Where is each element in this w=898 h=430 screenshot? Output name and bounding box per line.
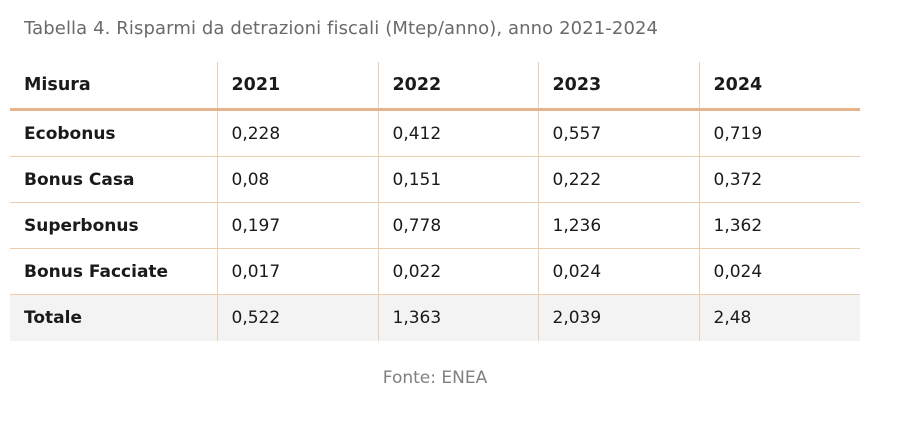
cell-value: 1,362 xyxy=(698,202,860,249)
cell-value: 0,022 xyxy=(377,248,538,295)
cell-value: 0,372 xyxy=(698,156,860,203)
cell-value: 1,236 xyxy=(537,202,699,249)
cell-value: 0,197 xyxy=(216,202,378,249)
total-label: Totale xyxy=(10,294,217,341)
table-row-total: Totale 0,522 1,363 2,039 2,48 xyxy=(10,294,860,341)
table-row-bonus-casa: Bonus Casa 0,08 0,151 0,222 0,372 xyxy=(10,156,860,203)
header-measure: Misura xyxy=(10,62,217,111)
table-row-ecobonus: Ecobonus 0,228 0,412 0,557 0,719 xyxy=(10,109,860,157)
total-value: 0,522 xyxy=(216,294,378,341)
cell-value: 0,024 xyxy=(698,248,860,295)
cell-value: 0,08 xyxy=(216,156,378,203)
row-label: Superbonus xyxy=(10,202,217,249)
header-2021: 2021 xyxy=(216,62,378,111)
cell-value: 0,228 xyxy=(216,109,378,157)
cell-value: 0,719 xyxy=(698,109,860,157)
cell-value: 0,017 xyxy=(216,248,378,295)
table-row-superbonus: Superbonus 0,197 0,778 1,236 1,362 xyxy=(10,202,860,249)
row-label: Bonus Casa xyxy=(10,156,217,203)
savings-table: Misura 2021 2022 2023 2024 Ecobonus 0,22… xyxy=(10,62,860,341)
header-row: Misura 2021 2022 2023 2024 xyxy=(10,62,860,111)
total-value: 1,363 xyxy=(377,294,538,341)
header-2024: 2024 xyxy=(698,62,860,111)
total-value: 2,48 xyxy=(698,294,860,341)
cell-value: 0,412 xyxy=(377,109,538,157)
cell-value: 0,151 xyxy=(377,156,538,203)
total-value: 2,039 xyxy=(537,294,699,341)
cell-value: 0,024 xyxy=(537,248,699,295)
header-2023: 2023 xyxy=(537,62,699,111)
cell-value: 0,222 xyxy=(537,156,699,203)
cell-value: 0,778 xyxy=(377,202,538,249)
row-label: Bonus Facciate xyxy=(10,248,217,295)
cell-value: 0,557 xyxy=(537,109,699,157)
header-2022: 2022 xyxy=(377,62,538,111)
source-note: Fonte: ENEA xyxy=(382,368,488,388)
table-caption: Tabella 4. Risparmi da detrazioni fiscal… xyxy=(24,18,659,39)
table-row-bonus-facciate: Bonus Facciate 0,017 0,022 0,024 0,024 xyxy=(10,248,860,295)
row-label: Ecobonus xyxy=(10,109,217,157)
